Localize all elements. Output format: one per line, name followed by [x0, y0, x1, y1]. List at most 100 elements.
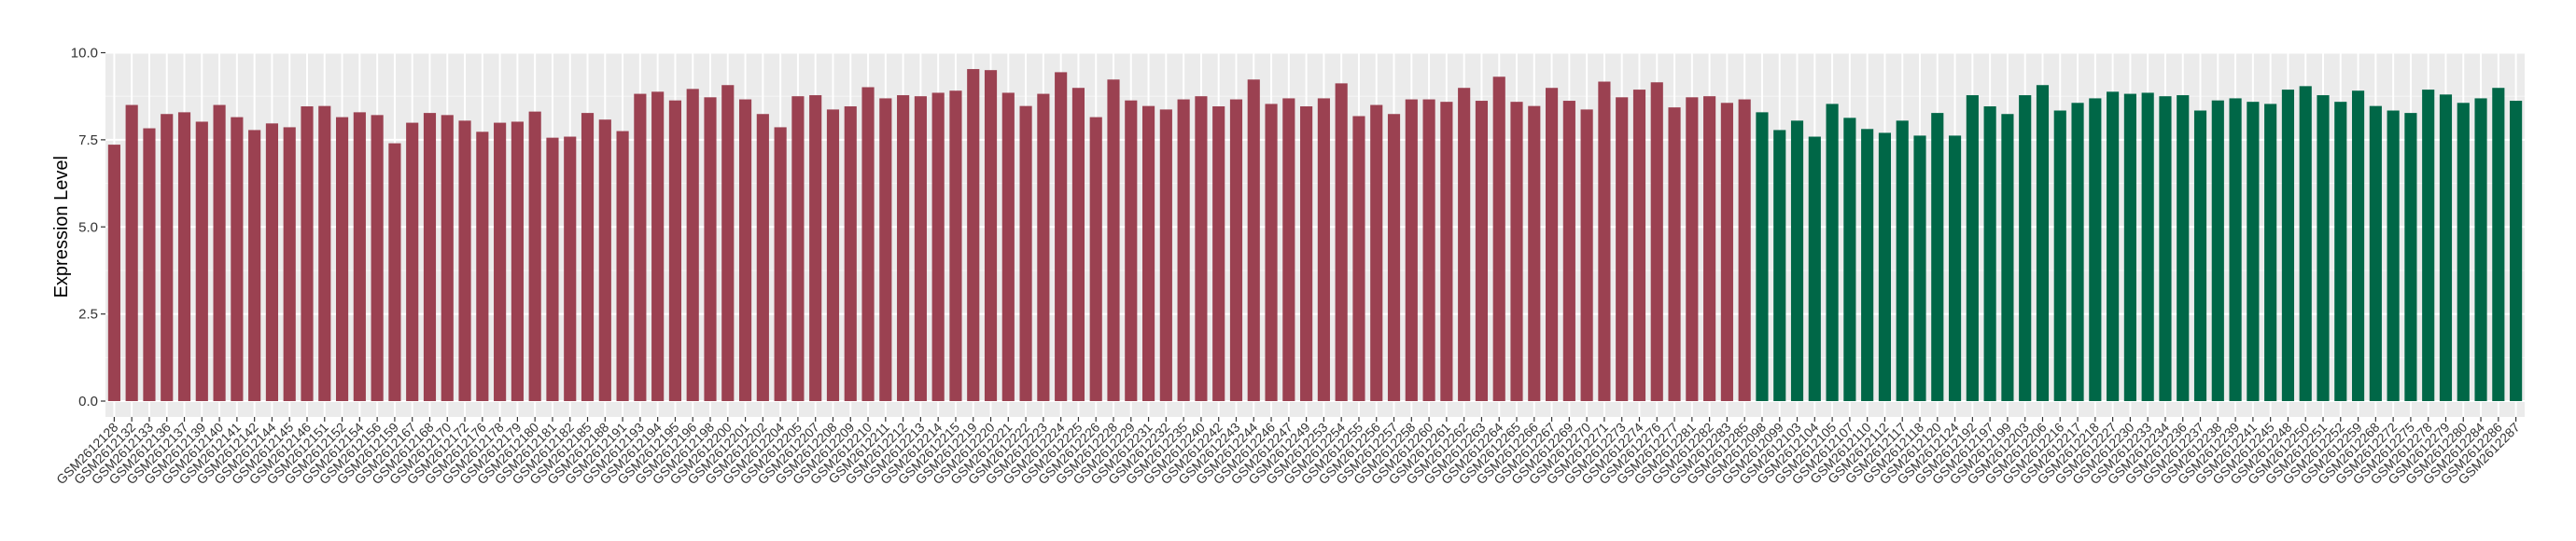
y-tick-label: 0.0 [78, 394, 98, 409]
bar-GSM2612099 [1773, 130, 1786, 402]
bar-GSM2612104 [1808, 136, 1821, 402]
bar-GSM2612196 [686, 89, 699, 402]
bar-GSM2612215 [949, 90, 962, 402]
bar-GSM2612232 [1159, 109, 1172, 402]
bar-GSM2612236 [2177, 95, 2190, 401]
bar-GSM2612272 [2387, 110, 2400, 401]
bar-GSM2612172 [458, 120, 471, 401]
bar-GSM2612283 [1720, 103, 1733, 401]
bar-GSM2612168 [423, 113, 437, 401]
bar-GSM2612179 [511, 121, 524, 401]
bar-GSM2612235 [1177, 99, 1190, 401]
bar-GSM2612258 [1405, 99, 1418, 401]
bar-GSM2612277 [1668, 107, 1681, 402]
bar-GSM2612240 [1195, 96, 1208, 401]
y-tick-label: 10.0 [71, 46, 98, 62]
bar-GSM2612243 [1229, 99, 1243, 401]
y-axis-title: Expression Level [51, 156, 72, 298]
bar-GSM2612220 [984, 70, 998, 402]
bar-GSM2612266 [1528, 105, 1541, 401]
y-tick-label: 5.0 [78, 219, 98, 235]
bar-GSM2612192 [1966, 95, 1979, 401]
bar-GSM2612225 [1071, 88, 1085, 401]
bar-GSM2612237 [2193, 110, 2207, 401]
bar-GSM2612141 [231, 117, 244, 401]
bar-GSM2612285 [1738, 99, 1751, 401]
bar-GSM2612287 [2510, 101, 2523, 401]
bar-GSM2612200 [721, 85, 735, 401]
bar-GSM2612233 [2141, 92, 2154, 401]
bar-GSM2612244 [1247, 79, 1260, 402]
bar-GSM2612242 [1212, 106, 1225, 402]
bar-GSM2612212 [897, 95, 910, 401]
bar-GSM2612207 [809, 95, 822, 401]
bar-GSM2612137 [177, 112, 191, 401]
bar-GSM2612241 [2247, 102, 2260, 401]
bar-GSM2612167 [406, 122, 419, 402]
bar-GSM2612209 [844, 106, 857, 402]
bar-GSM2612271 [1598, 81, 1611, 402]
bar-GSM2612146 [301, 106, 314, 402]
bar-GSM2612216 [2053, 110, 2066, 401]
bar-GSM2612280 [2457, 103, 2470, 401]
bar-GSM2612217 [2071, 103, 2084, 401]
bar-GSM2612221 [1001, 92, 1015, 401]
bar-GSM2612254 [1335, 83, 1348, 402]
bar-GSM2612226 [1089, 117, 1102, 401]
bar-GSM2612219 [967, 69, 980, 401]
bar-GSM2612133 [143, 128, 156, 401]
bar-GSM2612284 [2474, 98, 2487, 401]
bar-GSM2612202 [756, 114, 769, 402]
bar-GSM2612281 [1686, 97, 1699, 402]
bar-GSM2612145 [283, 127, 296, 401]
bar-GSM2612193 [634, 93, 647, 401]
bar-GSM2612139 [195, 121, 208, 401]
bar-GSM2612262 [1458, 88, 1471, 401]
bar-GSM2612132 [125, 104, 138, 402]
bar-GSM2612252 [2334, 102, 2347, 401]
bar-GSM2612205 [791, 96, 805, 401]
bar-GSM2612255 [1352, 116, 1365, 402]
bar-GSM2612194 [651, 91, 665, 401]
bar-GSM2612224 [1055, 72, 1068, 401]
bar-GSM2612180 [528, 111, 541, 402]
bar-GSM2612213 [914, 96, 927, 401]
bar-GSM2612228 [1107, 79, 1120, 402]
bar-GSM2612181 [546, 137, 559, 401]
bar-GSM2612211 [879, 98, 892, 401]
bar-GSM2612128 [107, 145, 120, 401]
bar-GSM2612112 [1878, 132, 1892, 401]
bar-GSM2612197 [1983, 106, 1996, 402]
bar-GSM2612105 [1826, 104, 1839, 401]
bar-GSM2612245 [2264, 104, 2277, 401]
bar-GSM2612176 [476, 132, 489, 402]
bar-GSM2612185 [581, 113, 595, 401]
bar-GSM2612259 [2351, 90, 2365, 402]
bar-GSM2612154 [353, 112, 366, 401]
bar-GSM2612257 [1387, 114, 1401, 402]
bar-GSM2612124 [1948, 135, 1962, 401]
bar-GSM2612222 [1019, 105, 1032, 401]
bar-GSM2612234 [2159, 96, 2172, 401]
bar-GSM2612156 [371, 115, 384, 401]
bar-GSM2612178 [494, 122, 507, 402]
bar-GSM2612144 [265, 123, 279, 401]
bar-GSM2612151 [318, 105, 331, 401]
bar-GSM2612120 [1931, 113, 1944, 401]
x-axis: GSM2612128GSM2612132GSM2612133GSM2612136… [53, 417, 2523, 487]
bar-GSM2612273 [1616, 97, 1629, 402]
y-tick-label: 7.5 [78, 132, 98, 148]
bar-GSM2612286 [2492, 88, 2505, 401]
bar-GSM2612282 [1703, 96, 1716, 401]
bar-GSM2612227 [2107, 91, 2120, 401]
bar-GSM2612253 [1317, 98, 1330, 401]
bar-GSM2612170 [441, 115, 454, 401]
bar-GSM2612276 [1650, 82, 1663, 401]
bar-GSM2612267 [1545, 88, 1559, 401]
bar-GSM2612269 [1562, 101, 1575, 401]
bar-GSM2612195 [668, 100, 682, 402]
bar-GSM2612238 [2211, 100, 2224, 402]
bar-GSM2612248 [2281, 90, 2295, 401]
bar-GSM2612142 [248, 130, 261, 402]
bar-GSM2612218 [2089, 98, 2102, 401]
